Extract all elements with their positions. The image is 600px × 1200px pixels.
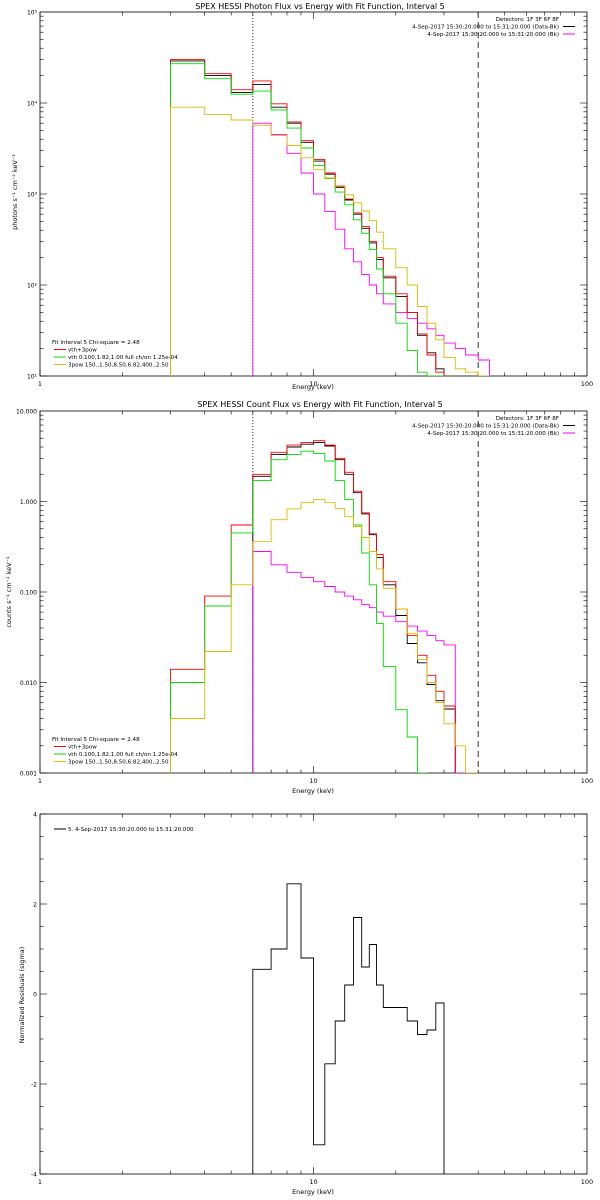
photon-flux-legend-label: 4-Sep-2017 15:30:20.000 to 15:31:20.000 … xyxy=(427,32,559,38)
count-flux-series-3 xyxy=(170,450,427,773)
photon-flux-y-tick-label: 10⁴ xyxy=(27,101,38,108)
count-flux-legend-label: vth 0.100,1.82,1.00 full ch/on 1.25e-04 xyxy=(68,752,178,758)
count-flux-y-tick-label: 1.000 xyxy=(20,499,37,506)
count-flux-x-tick-label: 1 xyxy=(38,777,42,785)
count-flux-series-2 xyxy=(170,440,456,773)
count-flux-series-4 xyxy=(170,499,479,773)
count-flux-legend-label: 4-Sep-2017 15:30:20.000 to 15:31:20.000 … xyxy=(427,431,559,437)
residuals-y-tick-label: -2 xyxy=(31,1082,37,1089)
residuals-y-tick-label: 0 xyxy=(33,992,37,999)
residuals-x-tick-label: 1 xyxy=(38,1178,42,1186)
residuals-y-tick-label: -4 xyxy=(31,1172,37,1179)
residuals-panel: Energy (keV) Normalized Residuals (sigma… xyxy=(18,812,593,1197)
count-flux-y-tick-label: 10.000 xyxy=(16,409,37,416)
residuals-legend-label: 5. 4-Sep-2017 15:30:20.000 to 15:31:20.0… xyxy=(68,827,194,833)
count-flux-x-tick-label: 10 xyxy=(309,777,317,785)
photon-flux-y-tick-label: 10³ xyxy=(27,192,38,199)
count-flux-panel: SPEX HESSI Count Flux vs Energy with Fit… xyxy=(5,400,593,795)
photon-flux-series-4 xyxy=(170,106,490,376)
count-flux-y-tick-label: 0.010 xyxy=(20,680,37,687)
count-flux-x-tick-label: 100 xyxy=(581,777,593,785)
count-flux-y-tick-label: 0.100 xyxy=(20,590,37,597)
photon-flux-series-group xyxy=(170,59,490,376)
residuals-x-tick-label: 10 xyxy=(309,1178,317,1186)
count-flux-legend-label: 3pow 150.,1.50,8.50,6.82,400.,2.50 xyxy=(68,760,169,766)
photon-flux-panel: SPEX HESSI Photon Flux vs Energy with Fi… xyxy=(11,2,593,391)
photon-flux-x-axis-label: Energy (keV) xyxy=(292,383,334,391)
photon-flux-x-tick-label: 1 xyxy=(38,380,42,388)
count-flux-series-group xyxy=(170,440,479,773)
photon-flux-legend-label: vth 0.100,1.82,1.00 full ch/on 1.25e-04 xyxy=(68,355,178,361)
photon-flux-y-tick-label: 10¹ xyxy=(27,374,38,381)
count-flux-legend-label: 4-Sep-2017 15:30:20.000 to 15:31:20.000 … xyxy=(412,424,559,430)
photon-flux-series-2 xyxy=(170,59,445,376)
photon-flux-title: SPEX HESSI Photon Flux vs Energy with Fi… xyxy=(195,2,445,11)
photon-flux-legend-label: Fit Interval 5 Chi-square = 2.48 xyxy=(52,340,140,346)
photon-flux-series-0 xyxy=(170,60,445,376)
residuals-series-group xyxy=(252,883,445,1174)
residuals-series-0 xyxy=(252,883,445,1174)
residuals-y-tick-label: 4 xyxy=(33,812,37,819)
photon-flux-legend-label: 4-Sep-2017 15:30:20.000 to 15:31:20.000 … xyxy=(412,25,559,31)
photon-flux-series-3 xyxy=(170,63,444,376)
photon-flux-y-tick-label: 10² xyxy=(27,283,38,290)
residuals-x-tick-label: 100 xyxy=(581,1178,593,1186)
count-flux-series-1 xyxy=(252,551,466,773)
photon-flux-y-tick-label: 10⁵ xyxy=(27,10,38,17)
count-flux-y-tick-label: 0.001 xyxy=(20,771,37,778)
count-flux-legend-label: vth+3pow xyxy=(68,745,97,751)
residuals-x-axis-label: Energy (keV) xyxy=(292,1188,334,1196)
count-flux-legend-label: Fit Interval 5 Chi-square = 2.48 xyxy=(52,737,140,743)
photon-flux-x-tick-label: 100 xyxy=(581,380,593,388)
count-flux-y-axis-label: counts s⁻¹ cm⁻² keV⁻¹ xyxy=(5,556,13,628)
photon-flux-y-axis-label: photons s⁻¹ cm⁻² keV⁻¹ xyxy=(11,154,19,230)
count-flux-legend-label: Detectors: 1F 3F 6F 8F xyxy=(496,416,559,422)
photon-flux-x-tick-label: 10 xyxy=(309,380,317,388)
photon-flux-legend-label: vth+3pow xyxy=(68,348,97,354)
photon-flux-series-1 xyxy=(252,122,490,376)
photon-flux-legend-label: Detectors: 1F 3F 6F 8F xyxy=(496,17,559,23)
count-flux-series-0 xyxy=(252,441,456,773)
residuals-y-tick-label: 2 xyxy=(33,902,37,909)
count-flux-plot-frame xyxy=(39,410,588,774)
count-flux-x-axis-label: Energy (keV) xyxy=(292,787,334,795)
residuals-y-axis-label: Normalized Residuals (sigma) xyxy=(18,947,26,1044)
photon-flux-legend-label: 3pow 150.,1.50,8.50,6.82,400.,2.50 xyxy=(68,363,169,369)
count-flux-title: SPEX HESSI Count Flux vs Energy with Fit… xyxy=(197,400,442,409)
